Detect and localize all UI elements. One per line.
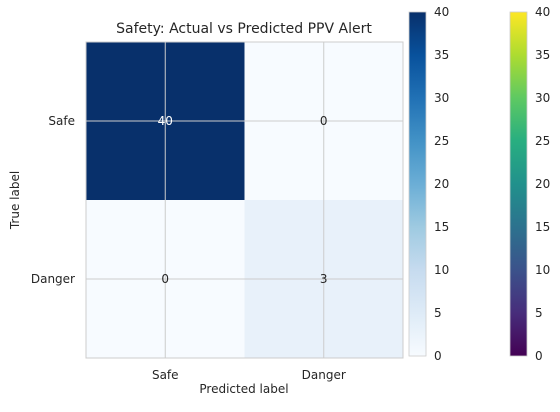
colorbar-tick-label: 30 bbox=[535, 91, 550, 105]
y-tick-labels: Safe Danger bbox=[31, 114, 75, 286]
colorbar-tick-label: 15 bbox=[434, 220, 449, 234]
x-tick-label: Danger bbox=[302, 368, 346, 382]
chart-title: Safety: Actual vs Predicted PPV Alert bbox=[116, 21, 372, 37]
colorbar-tick-label: 40 bbox=[535, 5, 550, 19]
cell-value-labels: 40 0 0 3 bbox=[158, 114, 328, 286]
heatmap-cells bbox=[86, 42, 403, 358]
colorbar-tick-label: 0 bbox=[535, 349, 543, 363]
cell-value-label: 3 bbox=[320, 272, 328, 286]
y-tick-label: Safe bbox=[48, 114, 75, 128]
y-axis-label: True label bbox=[8, 171, 22, 230]
x-axis-label: Predicted label bbox=[199, 382, 288, 396]
colorbar-gradient bbox=[408, 11, 427, 357]
colorbar-tick-label: 35 bbox=[434, 48, 449, 62]
colorbar-tick-label: 15 bbox=[535, 220, 550, 234]
colorbar-tick-label: 20 bbox=[434, 177, 449, 191]
colorbar-tick-label: 10 bbox=[434, 263, 449, 277]
colorbar-viridis: 0 5 10 15 20 25 30 35 40 bbox=[509, 5, 550, 363]
heatmap-grid bbox=[86, 42, 403, 358]
x-tick-labels: Safe Danger bbox=[152, 368, 346, 382]
colorbar-tick-label: 0 bbox=[434, 349, 442, 363]
colorbar-gradient bbox=[509, 11, 528, 357]
colorbar-tick-label: 10 bbox=[535, 263, 550, 277]
cell-value-label: 0 bbox=[161, 272, 169, 286]
plot-frame bbox=[85, 41, 404, 359]
colorbar-tick-label: 5 bbox=[535, 306, 543, 320]
colorbar-tick-label: 25 bbox=[535, 134, 550, 148]
colorbar-tick-label: 35 bbox=[535, 48, 550, 62]
x-tick-label: Safe bbox=[152, 368, 179, 382]
colorbar-tick-label: 5 bbox=[434, 306, 442, 320]
colorbar-tick-label: 30 bbox=[434, 91, 449, 105]
colorbar-tick-label: 40 bbox=[434, 5, 449, 19]
colorbar-tick-label: 20 bbox=[535, 177, 550, 191]
y-tick-label: Danger bbox=[31, 272, 75, 286]
cell-value-label: 0 bbox=[320, 114, 328, 128]
colorbar-tick-label: 25 bbox=[434, 134, 449, 148]
colorbar-blues: 0 5 10 15 20 25 30 35 40 bbox=[408, 5, 449, 363]
cell-value-label: 40 bbox=[158, 114, 173, 128]
